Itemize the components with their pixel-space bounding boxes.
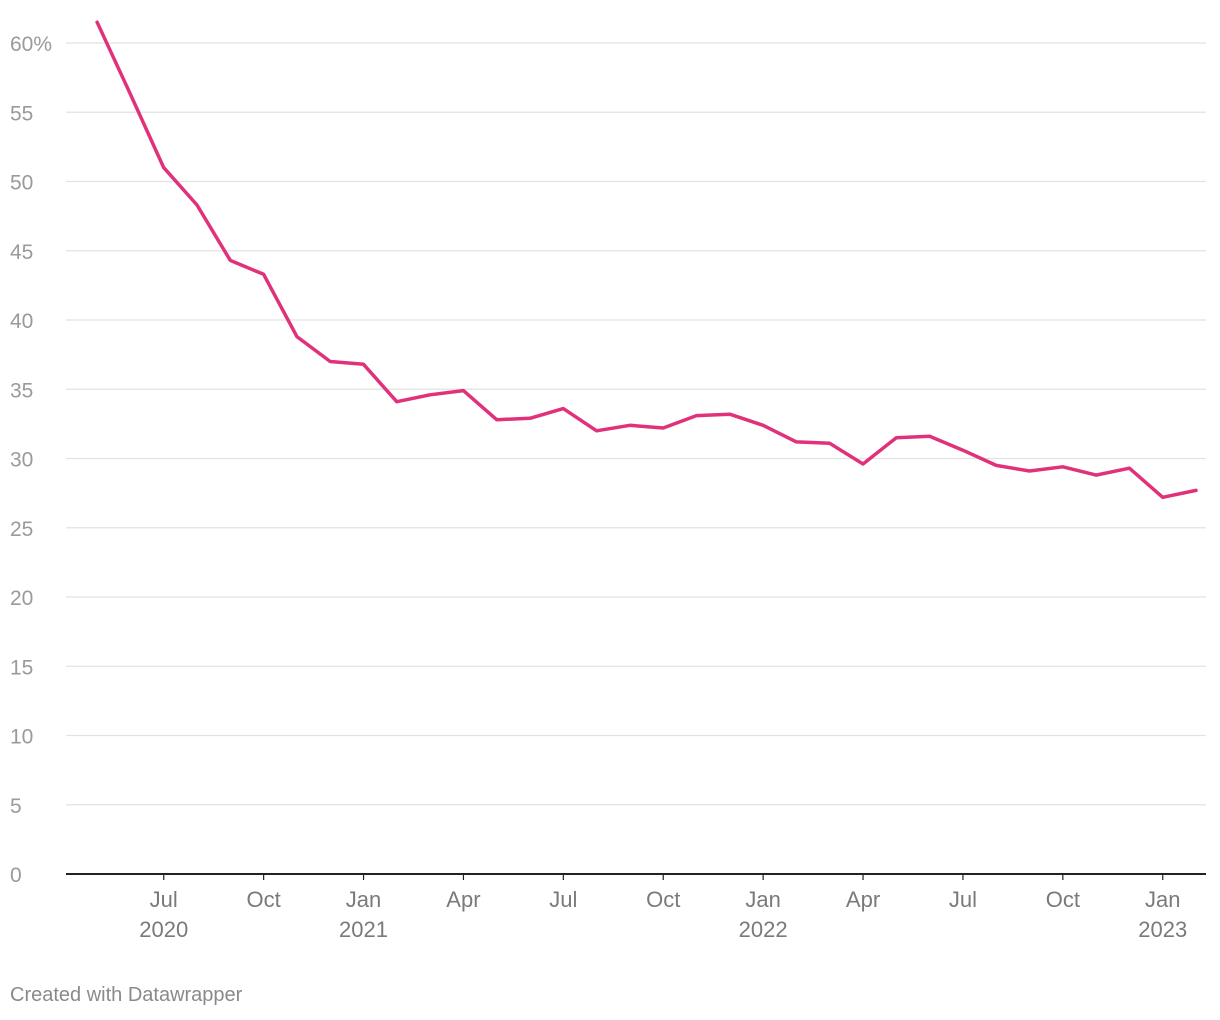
x-tick-label-2021-01: Jan [346,887,381,912]
x-tick-label-2020-10: Oct [247,887,281,912]
y-tick-label-20: 20 [10,587,33,610]
x-tick-label-2021-07: Jul [549,887,577,912]
gridlines [66,42,1206,806]
line-chart: 0 5 10 15 20 25 30 35 40 45 50 55 60% Jul 2020 Oct Jan 2… [10,20,1206,942]
datawrapper-credit[interactable]: Created with Datawrapper [10,984,243,1006]
x-tick-label-2021-04: Apr [446,887,480,912]
y-tick-label-30: 30 [10,449,33,472]
x-tick-label-2022-01: Jan [745,887,780,912]
y-tick-label-50: 50 [10,172,33,195]
y-tick-label-5: 5 [10,795,22,818]
x-tick-label-2023-01: Jan [1145,887,1180,912]
y-tick-label-15: 15 [10,656,33,679]
x-axis: Jul 2020 Oct Jan 2021 Apr Jul Oct Jan 2022 Apr Jul O… [139,874,1187,942]
y-tick-label-40: 40 [10,310,33,333]
x-tick-year-2021: 2021 [339,917,388,942]
y-tick-label-0: 0 [10,864,22,887]
y-tick-label-35: 35 [10,379,33,402]
x-tick-year-2020: 2020 [139,917,188,942]
x-tick-year-2023: 2023 [1138,917,1187,942]
x-tick-label-2020-07: Jul [150,887,178,912]
y-axis: 0 5 10 15 20 25 30 35 40 45 50 55 60% [10,33,52,887]
x-tick-year-2022: 2022 [739,917,788,942]
y-tick-label-45: 45 [10,241,33,264]
x-tick-label-2022-10: Oct [1046,887,1080,912]
y-tick-label-55: 55 [10,102,33,125]
y-tick-label-10: 10 [10,726,33,749]
y-tick-label-60: 60% [10,33,52,56]
y-tick-label-25: 25 [10,518,33,541]
series-line-0 [95,20,1198,500]
x-tick-label-2022-07: Jul [949,887,977,912]
series-layer [95,20,1198,500]
x-tick-label-2022-04: Apr [846,887,880,912]
x-tick-label-2021-10: Oct [646,887,680,912]
